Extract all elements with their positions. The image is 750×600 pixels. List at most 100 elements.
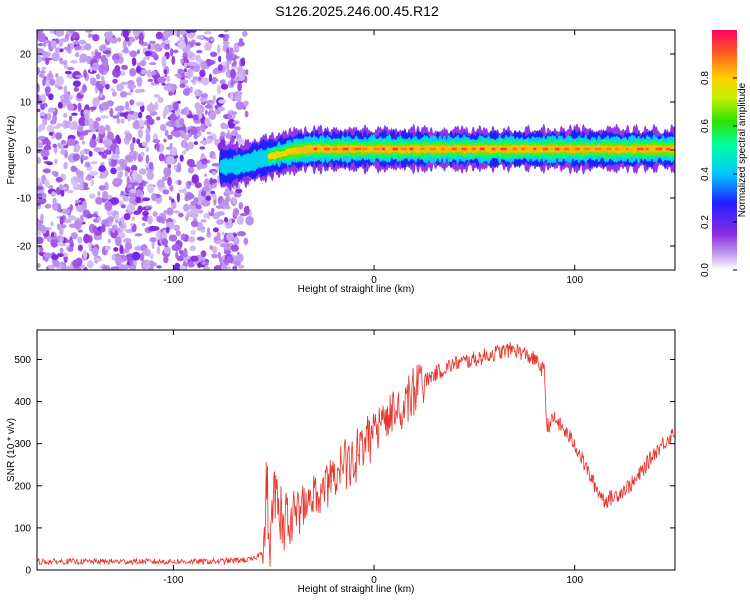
heatmap-noise-blob — [196, 35, 205, 40]
heatmap-noise-blob — [204, 109, 208, 116]
heatmap-noise-blob — [132, 170, 138, 180]
heatmap-noise-blob — [60, 188, 65, 197]
heatmap-noise-blob — [220, 83, 229, 90]
heatmap-noise-blob — [166, 226, 170, 234]
heatmap-noise-blob — [190, 79, 196, 83]
heatmap-noise-blob — [188, 166, 194, 174]
heatmap-noise-blob — [134, 89, 142, 94]
heatmap-ridge-peak — [313, 147, 318, 151]
heatmap-noise-blob — [213, 227, 219, 233]
heatmap-noise-blob — [50, 238, 59, 248]
heatmap-noise-blob — [105, 65, 110, 72]
heatmap-noise-blob — [165, 155, 175, 165]
heatmap-noise-blob — [173, 262, 181, 270]
heatmap-noise-blob — [77, 244, 83, 252]
heatmap-noise-blob — [59, 184, 63, 191]
y-tick-label: 500 — [14, 355, 31, 366]
heatmap-ridge-peak — [606, 147, 612, 151]
heatmap-noise-blob — [213, 193, 217, 200]
heatmap-noise-blob — [115, 255, 122, 266]
heatmap-noise-blob — [43, 252, 52, 259]
heatmap-noise-blob — [225, 205, 231, 210]
heatmap-noise-blob — [70, 60, 78, 64]
heatmap-noise-blob — [241, 57, 246, 67]
heatmap-noise-blob — [64, 219, 72, 224]
heatmap-noise-blob — [39, 30, 44, 33]
heatmap-noise-blob — [187, 141, 194, 150]
heatmap-noise-blob — [187, 69, 192, 80]
heatmap-noise-blob — [232, 265, 238, 270]
heatmap-noise-blob — [217, 251, 222, 260]
heatmap-noise-blob — [117, 37, 122, 42]
heatmap-noise-blob — [187, 204, 196, 210]
heatmap-noise-blob — [177, 40, 186, 50]
heatmap-noise-blob — [73, 86, 80, 92]
heatmap-noise-blob — [200, 229, 205, 233]
heatmap-noise-blob — [37, 66, 40, 76]
heatmap-noise-blob — [126, 203, 136, 213]
heatmap-noise-blob — [100, 54, 107, 64]
heatmap-noise-blob — [55, 176, 63, 183]
heatmap-noise-blob — [235, 253, 244, 262]
heatmap-noise-blob — [137, 128, 144, 139]
heatmap-noise-blob — [81, 200, 87, 211]
heatmap-noise-blob — [149, 102, 153, 110]
heatmap-noise-blob — [190, 212, 199, 218]
heatmap-noise-blob — [91, 245, 95, 249]
heatmap-noise-blob — [189, 61, 198, 67]
heatmap-noise-blob — [126, 92, 132, 96]
heatmap-noise-blob — [199, 146, 206, 150]
heatmap-noise-blob — [115, 147, 120, 156]
x-tick-label: -100 — [163, 275, 183, 286]
colorbar-tick-label: 0.2 — [700, 215, 711, 229]
heatmap-noise-blob — [163, 46, 171, 50]
heatmap-noise-blob — [175, 251, 179, 259]
heatmap-noise-blob — [152, 139, 161, 144]
heatmap-noise-blob — [79, 56, 83, 64]
heatmap-noise-blob — [62, 252, 68, 257]
heatmap-layer — [37, 30, 675, 270]
heatmap-noise-blob — [72, 153, 81, 162]
heatmap-noise-blob — [201, 77, 210, 86]
heatmap-noise-blob — [231, 111, 238, 115]
heatmap-noise-blob — [205, 100, 211, 105]
heatmap-noise-blob — [123, 237, 132, 244]
heatmap-noise-blob — [42, 156, 49, 161]
heatmap-noise-blob — [73, 177, 79, 182]
heatmap-ridge-peak — [381, 147, 386, 151]
heatmap-noise-blob — [83, 69, 87, 79]
heatmap-noise-blob — [163, 69, 167, 75]
heatmap-noise-blob — [146, 115, 151, 120]
heatmap-noise-blob — [136, 65, 142, 74]
snr-y-ticks: 0 100 200 300 400 500 — [14, 355, 675, 577]
heatmap-noise-blob — [44, 180, 50, 188]
heatmap-noise-blob — [93, 147, 102, 153]
heatmap-noise-blob — [84, 129, 92, 133]
heatmap-noise-blob — [45, 112, 52, 121]
heatmap-ridge-peak — [400, 147, 407, 151]
heatmap-noise-blob — [123, 46, 129, 54]
heatmap-noise-blob — [55, 76, 65, 86]
heatmap-noise-blob — [37, 108, 41, 113]
heatmap-noise-blob — [203, 178, 210, 189]
heatmap-noise-blob — [134, 233, 143, 237]
heatmap-noise-blob — [171, 198, 175, 203]
x-tick-label: 0 — [371, 275, 377, 286]
heatmap-noise-blob — [181, 233, 186, 241]
heatmap-noise-blob — [115, 236, 122, 247]
heatmap-noise-blob — [245, 215, 254, 226]
heatmap-noise-blob — [149, 62, 157, 66]
heatmap-noise-blob — [51, 170, 57, 175]
heatmap-noise-blob — [88, 150, 93, 157]
heatmap-noise-blob — [46, 124, 55, 133]
heatmap-noise-blob — [56, 241, 64, 245]
heatmap-noise-blob — [124, 242, 133, 251]
heatmap-noise-blob — [102, 191, 109, 199]
heatmap-noise-blob — [190, 126, 198, 135]
heatmap-noise-blob — [145, 128, 150, 136]
heatmap-noise-blob — [125, 101, 129, 111]
heatmap-noise-blob — [99, 138, 104, 144]
heatmap-noise-blob — [119, 91, 128, 98]
heatmap-noise-blob — [104, 149, 110, 156]
heatmap-noise-blob — [136, 138, 141, 145]
